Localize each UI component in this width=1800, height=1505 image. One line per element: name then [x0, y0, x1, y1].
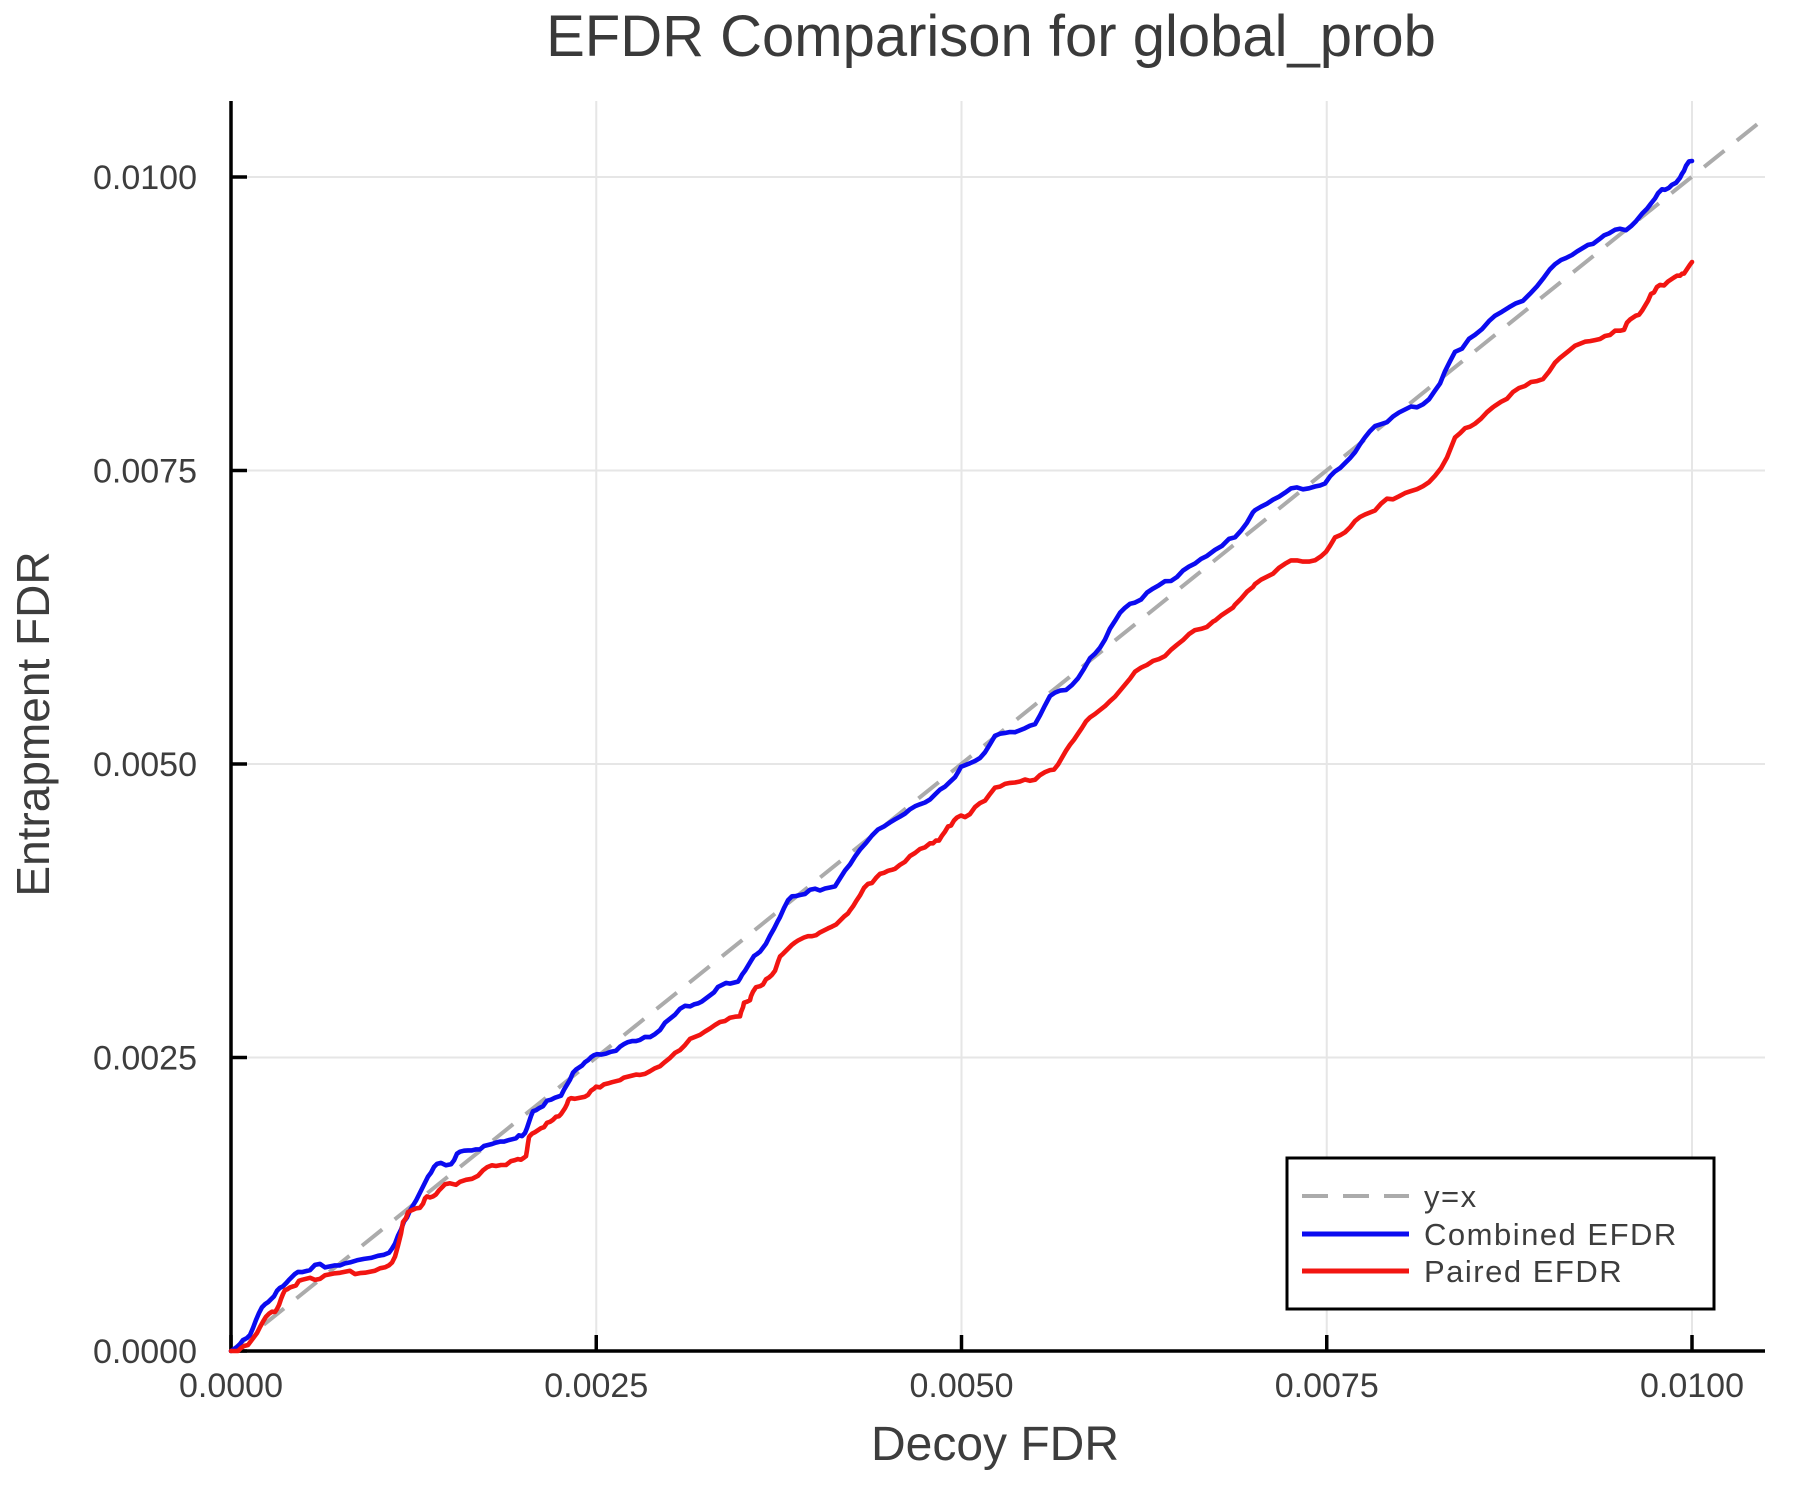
svg-text:0.0000: 0.0000 [93, 1333, 197, 1371]
svg-text:0.0025: 0.0025 [544, 1367, 648, 1405]
svg-text:EFDR Comparison for global_pro: EFDR Comparison for global_prob [546, 4, 1436, 69]
svg-text:Decoy FDR: Decoy FDR [871, 1418, 1119, 1471]
svg-text:0.0025: 0.0025 [93, 1040, 197, 1078]
svg-text:0.0075: 0.0075 [1275, 1367, 1379, 1405]
svg-text:y=x: y=x [1424, 1179, 1478, 1214]
svg-text:Combined EFDR: Combined EFDR [1424, 1217, 1678, 1252]
svg-text:0.0100: 0.0100 [93, 159, 197, 197]
svg-text:0.0000: 0.0000 [179, 1367, 283, 1405]
svg-text:0.0050: 0.0050 [910, 1367, 1014, 1405]
svg-text:0.0100: 0.0100 [1640, 1367, 1744, 1405]
svg-text:Entrapment FDR: Entrapment FDR [7, 551, 59, 896]
svg-text:Paired EFDR: Paired EFDR [1424, 1254, 1623, 1289]
svg-text:0.0075: 0.0075 [93, 453, 197, 491]
svg-text:0.0050: 0.0050 [93, 746, 197, 784]
